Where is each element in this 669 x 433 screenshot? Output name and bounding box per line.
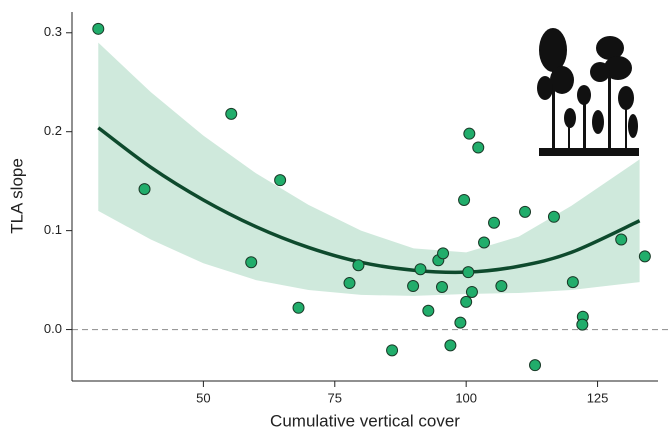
point [638, 250, 651, 263]
point [92, 22, 105, 35]
y-tick-label: 0.2 [44, 123, 62, 138]
x-axis-title: Cumulative vertical cover [270, 411, 460, 430]
point [138, 183, 151, 196]
y-tick-label: 0.0 [44, 321, 62, 336]
point [547, 210, 560, 223]
tree-icon [537, 28, 639, 156]
point [495, 280, 508, 293]
point [386, 344, 399, 357]
confidence-band [98, 42, 640, 296]
point [472, 141, 485, 154]
point [352, 259, 365, 272]
point [488, 216, 501, 229]
plot-area [72, 42, 669, 331]
point [460, 295, 473, 308]
x-tick-label: 75 [328, 390, 342, 405]
y-axis-title: TLA slope [7, 158, 26, 234]
point [444, 339, 457, 352]
x-tick-label: 50 [196, 390, 210, 405]
point [245, 256, 258, 269]
point [435, 281, 448, 294]
point [225, 107, 238, 120]
x-tick-label: 125 [587, 390, 609, 405]
point [462, 266, 475, 279]
point [478, 236, 491, 249]
point [407, 280, 420, 293]
point [529, 359, 542, 372]
point [519, 205, 532, 218]
point [292, 301, 305, 314]
point [463, 127, 476, 140]
point [274, 174, 287, 187]
y-tick-label: 0.1 [44, 222, 62, 237]
point [454, 316, 467, 329]
x-tick-label: 100 [455, 390, 477, 405]
point [458, 193, 471, 206]
point [343, 277, 356, 290]
point [566, 276, 579, 289]
point [576, 318, 589, 331]
point [615, 233, 628, 246]
point [437, 247, 450, 260]
point [414, 263, 427, 276]
point [422, 304, 435, 317]
y-tick-label: 0.3 [44, 24, 62, 39]
point [465, 285, 478, 298]
